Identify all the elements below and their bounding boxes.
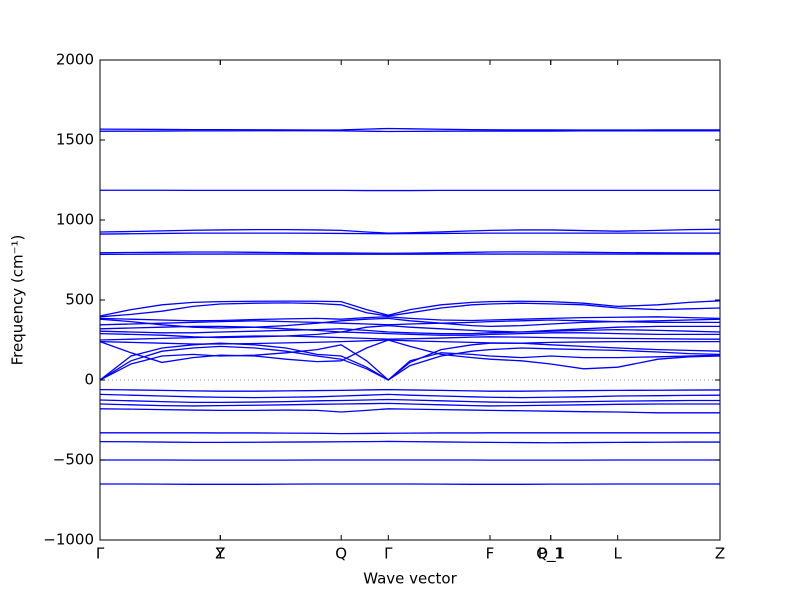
x-tick-label: Γ bbox=[384, 545, 393, 563]
band-line bbox=[100, 432, 720, 435]
band-line bbox=[99, 393, 721, 399]
band-line bbox=[99, 319, 720, 326]
y-tick-label: 0 bbox=[84, 371, 94, 389]
y-tick-label: 500 bbox=[65, 291, 94, 309]
band-line bbox=[99, 440, 720, 444]
x-tick-label: Z bbox=[715, 545, 725, 563]
y-tick-label: −1000 bbox=[43, 531, 94, 549]
x-axis-label: Wave vector bbox=[363, 570, 457, 588]
y-tick-label: 2000 bbox=[56, 51, 94, 69]
band-line bbox=[99, 408, 720, 414]
x-tick-label: Q bbox=[335, 545, 347, 563]
y-tick-label: 1500 bbox=[56, 131, 94, 149]
band-line bbox=[99, 127, 720, 131]
x-tick-label: Z bbox=[215, 545, 225, 563]
x-tick-label: L bbox=[614, 545, 623, 563]
band-line bbox=[100, 130, 720, 133]
x-tick-label: P_1 bbox=[538, 545, 564, 564]
band-line bbox=[99, 232, 720, 235]
band-line bbox=[99, 302, 721, 318]
band-line bbox=[99, 324, 720, 333]
band-line bbox=[99, 342, 721, 381]
band-line bbox=[99, 398, 720, 404]
x-tick-label: F bbox=[486, 545, 495, 563]
band-line bbox=[99, 316, 721, 322]
band-line bbox=[99, 335, 721, 341]
band-line bbox=[99, 345, 721, 381]
y-tick-label: 1000 bbox=[56, 211, 94, 229]
band-line bbox=[99, 328, 721, 335]
x-tick-label: Y bbox=[215, 545, 226, 563]
band-line bbox=[99, 300, 721, 317]
band-line bbox=[99, 317, 721, 329]
x-tick-label: Γ bbox=[96, 545, 105, 563]
y-axis-label: Frequency (cm⁻¹) bbox=[9, 235, 27, 366]
band-line bbox=[99, 402, 720, 407]
band-line bbox=[99, 228, 721, 234]
band-line bbox=[99, 388, 721, 392]
band-line bbox=[99, 251, 720, 254]
band-line bbox=[99, 339, 721, 370]
y-tick-label: −500 bbox=[53, 451, 94, 469]
x-tick-label: Q_1 bbox=[536, 545, 565, 564]
